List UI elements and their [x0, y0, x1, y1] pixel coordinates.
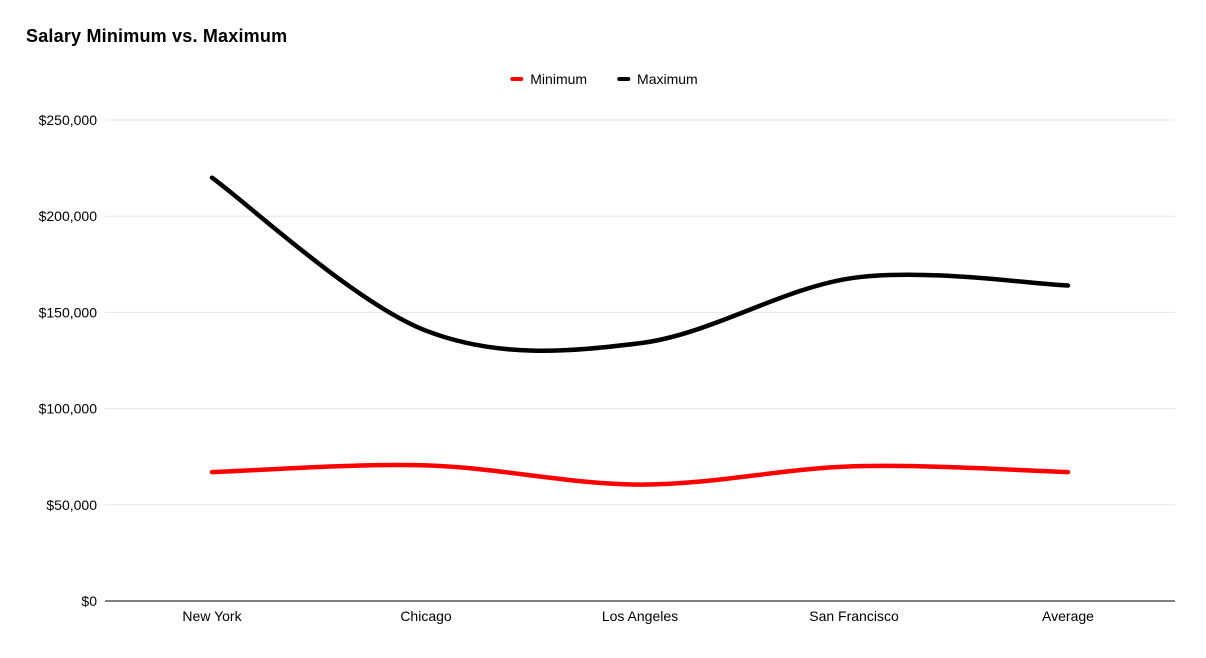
legend-label-maximum: Maximum [637, 71, 698, 87]
legend-item-minimum: Minimum [510, 71, 587, 87]
legend-label-minimum: Minimum [530, 71, 588, 87]
chart-title: Salary Minimum vs. Maximum [26, 26, 288, 46]
y-tick-label: $200,000 [39, 208, 98, 224]
y-tick-label: $0 [81, 593, 97, 609]
series-line-minimum[interactable] [209, 462, 1071, 487]
maximum-series-swatch-icon [617, 76, 631, 82]
x-tick-label: New York [182, 608, 242, 624]
x-tick-label: San Francisco [809, 608, 899, 624]
minimum-series-swatch-icon [510, 76, 524, 82]
x-tick-label: Average [1042, 608, 1094, 624]
y-tick-label: $250,000 [39, 112, 98, 128]
y-tick-label: $100,000 [39, 401, 98, 417]
y-tick-label: $150,000 [39, 304, 98, 320]
legend-item-maximum: Maximum [617, 71, 698, 87]
series-line-maximum[interactable] [209, 175, 1071, 353]
y-tick-label: $50,000 [46, 497, 97, 513]
x-tick-label: Chicago [400, 608, 452, 624]
x-tick-label: Los Angeles [602, 608, 678, 624]
legend: Minimum Maximum [510, 71, 698, 87]
